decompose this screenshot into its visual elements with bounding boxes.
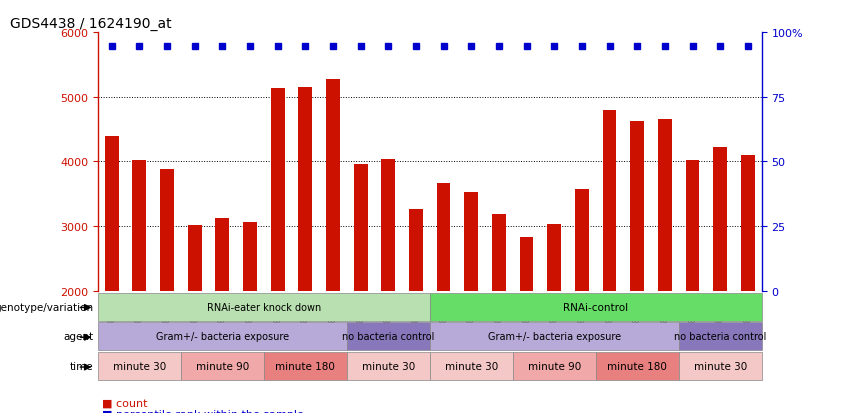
Bar bbox=[347, 352, 430, 380]
Bar bbox=[133, 161, 146, 413]
Bar bbox=[492, 214, 505, 413]
Bar bbox=[409, 209, 423, 413]
Text: minute 90: minute 90 bbox=[196, 361, 249, 371]
Text: RNAi-eater knock down: RNAi-eater knock down bbox=[207, 302, 321, 312]
Bar bbox=[98, 352, 180, 380]
Bar bbox=[430, 293, 762, 321]
Bar bbox=[188, 225, 202, 413]
Bar bbox=[713, 148, 727, 413]
Text: Gram+/- bacteria exposure: Gram+/- bacteria exposure bbox=[488, 332, 620, 342]
Text: time: time bbox=[70, 361, 94, 371]
Bar bbox=[679, 323, 762, 351]
Text: minute 30: minute 30 bbox=[362, 361, 415, 371]
Text: minute 180: minute 180 bbox=[608, 361, 667, 371]
Text: agent: agent bbox=[64, 332, 94, 342]
Bar bbox=[243, 223, 257, 413]
Bar bbox=[180, 352, 264, 380]
Bar bbox=[465, 192, 478, 413]
Text: minute 30: minute 30 bbox=[112, 361, 166, 371]
Bar bbox=[160, 170, 174, 413]
Text: no bacteria control: no bacteria control bbox=[674, 332, 767, 342]
Bar bbox=[347, 323, 430, 351]
Text: Gram+/- bacteria exposure: Gram+/- bacteria exposure bbox=[156, 332, 288, 342]
Bar bbox=[658, 120, 671, 413]
Text: minute 180: minute 180 bbox=[276, 361, 335, 371]
Bar bbox=[215, 218, 229, 413]
Text: minute 30: minute 30 bbox=[694, 361, 747, 371]
Bar bbox=[631, 121, 644, 413]
Text: ■ count: ■ count bbox=[102, 398, 147, 408]
Bar bbox=[596, 352, 679, 380]
Bar bbox=[437, 183, 450, 413]
Bar bbox=[430, 352, 512, 380]
Bar bbox=[105, 136, 118, 413]
Bar bbox=[271, 89, 284, 413]
Text: RNAi-control: RNAi-control bbox=[563, 302, 628, 312]
Bar bbox=[520, 237, 534, 413]
Bar bbox=[98, 323, 347, 351]
Bar bbox=[430, 323, 679, 351]
Bar bbox=[575, 190, 589, 413]
Bar bbox=[381, 159, 395, 413]
Bar bbox=[354, 165, 368, 413]
Bar bbox=[98, 293, 430, 321]
Text: no bacteria control: no bacteria control bbox=[342, 332, 435, 342]
Text: minute 90: minute 90 bbox=[528, 361, 581, 371]
Bar bbox=[547, 225, 561, 413]
Bar bbox=[326, 80, 340, 413]
Bar bbox=[264, 352, 347, 380]
Bar bbox=[512, 352, 596, 380]
Bar bbox=[603, 111, 616, 413]
Bar bbox=[741, 156, 755, 413]
Text: genotype/variation: genotype/variation bbox=[0, 302, 94, 312]
Bar bbox=[686, 161, 700, 413]
Text: minute 30: minute 30 bbox=[444, 361, 498, 371]
Text: ■ percentile rank within the sample: ■ percentile rank within the sample bbox=[102, 409, 304, 413]
Title: GDS4438 / 1624190_at: GDS4438 / 1624190_at bbox=[10, 17, 172, 31]
Bar bbox=[679, 352, 762, 380]
Bar bbox=[299, 88, 312, 413]
